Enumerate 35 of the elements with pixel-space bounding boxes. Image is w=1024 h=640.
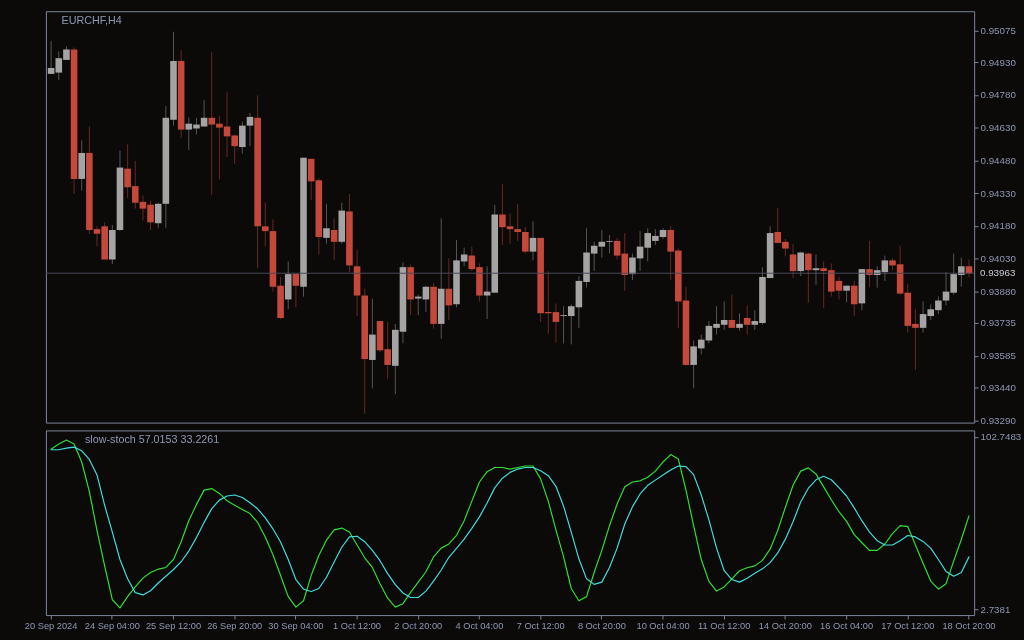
y-tick-label: 0.95075 xyxy=(980,24,1017,36)
x-tick-label: 10 Oct 04:00 xyxy=(636,621,690,632)
y-tick-label: 0.94330 xyxy=(980,187,1017,199)
candlestick xyxy=(965,259,973,278)
chart-title: EURCHF,H4 xyxy=(61,13,122,26)
x-tick-label: 7 Oct 12:00 xyxy=(516,621,565,632)
x-tick-label: 2 Oct 20:00 xyxy=(394,621,443,632)
x-tick-label: 18 Oct 20:00 xyxy=(942,621,996,632)
ref-line-label: 0.93963 xyxy=(980,267,1016,279)
x-tick-label: 26 Sep 20:00 xyxy=(207,621,263,632)
x-tick-label: 4 Oct 04:00 xyxy=(455,621,504,632)
y-tick-label: 0.93290 xyxy=(980,414,1017,426)
x-tick-label: 24 Sep 04:00 xyxy=(84,621,140,632)
y-tick-label: 102.7483 xyxy=(980,431,1022,443)
y-tick-label: 0.93735 xyxy=(980,317,1017,329)
x-tick-label: 11 Oct 12:00 xyxy=(698,621,751,632)
y-tick-label: 0.94630 xyxy=(980,122,1017,134)
x-tick-label: 17 Oct 12:00 xyxy=(881,621,935,632)
x-tick-label: 20 Sep 2024 xyxy=(24,621,78,632)
y-tick-label: 0.93585 xyxy=(980,350,1017,362)
y-tick-label: 0.93440 xyxy=(980,381,1017,393)
x-tick-label: 14 Oct 20:00 xyxy=(758,621,812,632)
x-tick-label: 25 Sep 12:00 xyxy=(145,621,202,632)
x-tick-label: 30 Sep 04:00 xyxy=(268,621,324,632)
y-tick-label: 0.94480 xyxy=(980,154,1017,166)
y-tick-label: 0.94030 xyxy=(980,253,1017,265)
y-tick-label: 2.7381 xyxy=(980,603,1011,615)
y-tick-label: 0.94180 xyxy=(980,220,1017,232)
chart-title: slow-stoch 57.0153 33.2261 xyxy=(85,433,220,446)
x-tick-label: 8 Oct 20:00 xyxy=(577,621,626,632)
x-tick-label: 16 Oct 04:00 xyxy=(820,621,874,632)
x-tick-label: 1 Oct 12:00 xyxy=(333,621,382,632)
y-tick-label: 0.93880 xyxy=(980,285,1017,297)
y-tick-label: 0.94930 xyxy=(980,56,1017,68)
y-tick-label: 0.94780 xyxy=(980,89,1017,101)
